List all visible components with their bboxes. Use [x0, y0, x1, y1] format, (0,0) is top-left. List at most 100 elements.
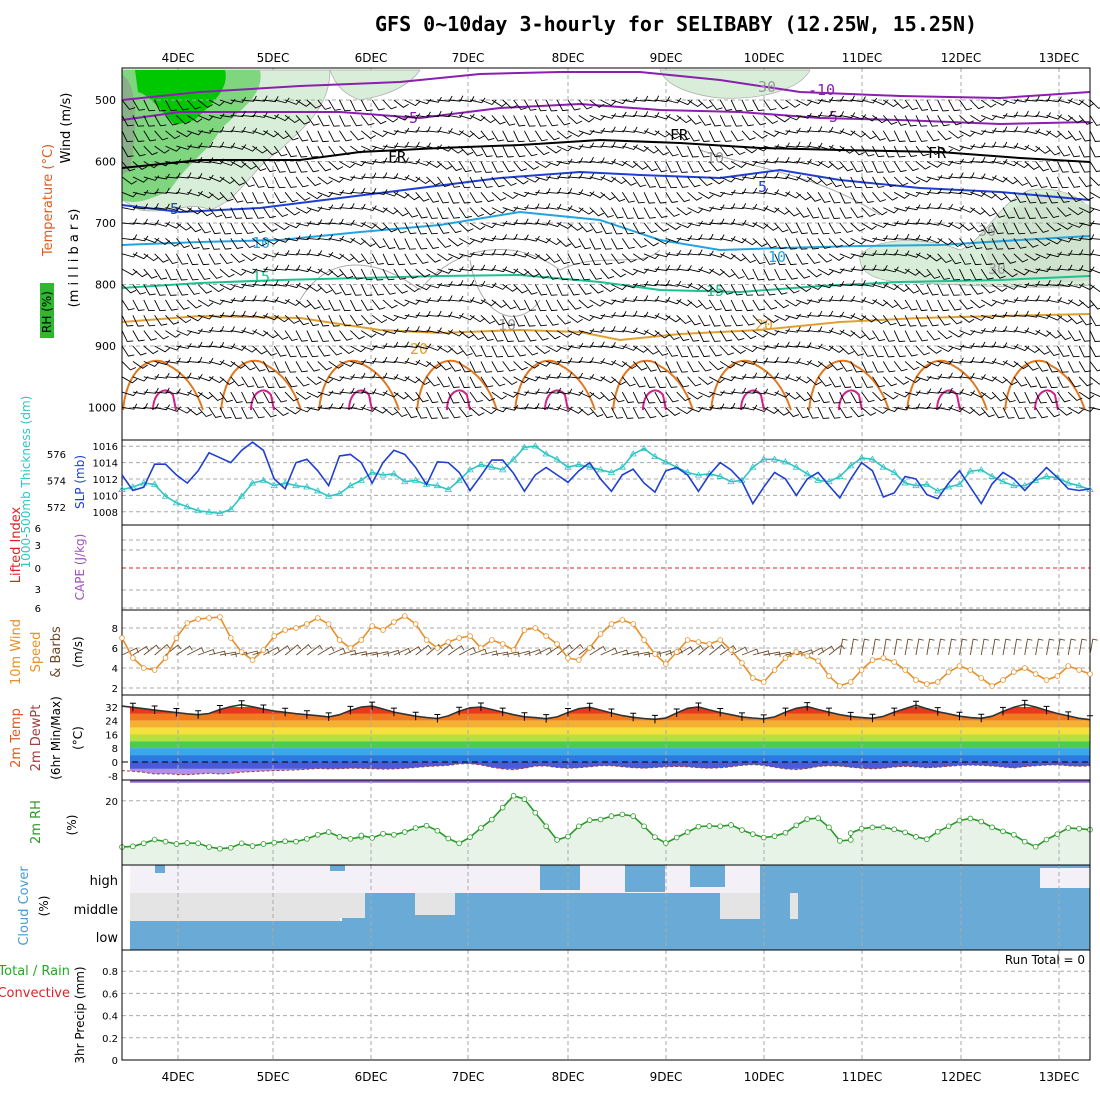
wind-barb	[741, 238, 758, 246]
wind-barb	[349, 284, 362, 296]
wind-barb	[350, 173, 366, 180]
wind-barb	[578, 374, 595, 380]
wind-barb	[328, 176, 345, 183]
wind-barb	[426, 110, 442, 117]
temp-tick-label: -8	[108, 772, 118, 783]
wind-barb	[143, 299, 155, 312]
wind-barb	[556, 238, 572, 247]
wind-barb	[480, 330, 494, 342]
rh2m-line-point	[293, 838, 299, 845]
wind-barb	[165, 284, 177, 296]
wind-barb	[665, 130, 681, 140]
wind-barb	[284, 192, 299, 203]
wind-barb	[426, 644, 443, 656]
wind-barb	[393, 253, 406, 266]
wind-barb	[502, 391, 519, 398]
wind-barb	[600, 391, 615, 402]
wind-barb	[1089, 115, 1100, 126]
wind-barb	[197, 207, 213, 217]
wind-barb	[480, 407, 497, 415]
wind-barb	[1079, 249, 1095, 256]
wind-barb	[763, 172, 779, 179]
wind-barb	[404, 376, 421, 384]
wind-barb	[1035, 313, 1052, 319]
wind-barb	[567, 238, 582, 249]
wind-barb	[872, 407, 888, 415]
isotherm-label: 10	[252, 234, 270, 252]
wind-barb	[959, 172, 975, 179]
wind-barb	[132, 235, 149, 242]
wind-barb	[404, 359, 421, 366]
wind-barb	[1067, 130, 1082, 141]
wind-barb	[350, 330, 365, 340]
wind-barb	[350, 404, 366, 411]
wind-barb	[785, 238, 797, 250]
wind-barb	[578, 268, 591, 281]
wind-barb	[600, 407, 613, 419]
minmax-marker	[695, 702, 702, 711]
wind-barb	[1013, 376, 1028, 387]
wind-barb	[883, 284, 899, 291]
wind-barb	[295, 99, 312, 107]
wind-barb	[339, 237, 356, 244]
wind-barb	[1024, 176, 1038, 188]
rh2m-line-point	[173, 841, 180, 847]
wind-barb	[252, 176, 265, 188]
wind-barb	[339, 268, 354, 279]
wind-barb	[621, 376, 636, 387]
wind-barb	[350, 372, 366, 379]
wind-barb	[284, 161, 297, 173]
wind-barb	[828, 407, 841, 419]
wind-barb	[807, 160, 823, 167]
wind-barb	[970, 314, 986, 321]
wind-barb	[317, 284, 333, 294]
wind-barb	[622, 144, 638, 151]
wind-barb	[1046, 407, 1061, 418]
wind-barb	[437, 111, 453, 118]
wind-barb	[708, 99, 723, 111]
wind-barb	[143, 219, 160, 226]
wind-barb	[306, 176, 321, 187]
wind-barb	[154, 330, 169, 340]
wind-barb	[372, 157, 388, 164]
wind-barb	[382, 407, 398, 416]
wind-barb	[883, 99, 899, 108]
precip-tick-label: 0.4	[102, 1012, 118, 1023]
wind-barb	[785, 253, 797, 266]
wind-barb	[850, 192, 863, 204]
wind-speed-line-point	[456, 635, 462, 641]
wind-barb	[665, 330, 680, 341]
wind-barb	[1057, 145, 1071, 157]
date-tick-label-bottom: 11DEC	[842, 1070, 882, 1084]
wind-barb	[187, 328, 203, 335]
wind-barb	[752, 284, 765, 296]
minmax-marker	[586, 702, 593, 712]
wind-barb	[458, 192, 471, 204]
wind-barb	[132, 176, 149, 183]
wind-barb	[807, 360, 823, 368]
wind-speed-line-point	[336, 637, 343, 643]
wind-barb	[241, 361, 256, 371]
wind-barb	[991, 238, 1004, 250]
wind-barb	[480, 235, 497, 242]
wind-barb	[937, 345, 954, 353]
wind-barb	[915, 402, 932, 409]
wind-speed-line-point	[532, 625, 539, 631]
wind-barb	[328, 203, 344, 210]
wind-barb	[121, 647, 139, 656]
wind-barb	[567, 330, 584, 336]
wind-barb	[850, 207, 864, 219]
thickness-line-point	[760, 455, 768, 462]
wind-barb	[567, 207, 584, 213]
date-tick-label-top: 6DEC	[355, 51, 388, 65]
temp-tick-label: 0	[112, 758, 118, 769]
wind-barb	[643, 222, 658, 234]
wind-barb	[676, 646, 694, 656]
wind-barb	[817, 282, 834, 289]
wind-barb	[752, 357, 769, 364]
wind-barb	[665, 176, 678, 189]
wind-barb	[513, 315, 525, 327]
wind-barb	[426, 376, 441, 387]
wind-barb	[263, 265, 279, 272]
rh2m-line-point	[608, 813, 615, 819]
